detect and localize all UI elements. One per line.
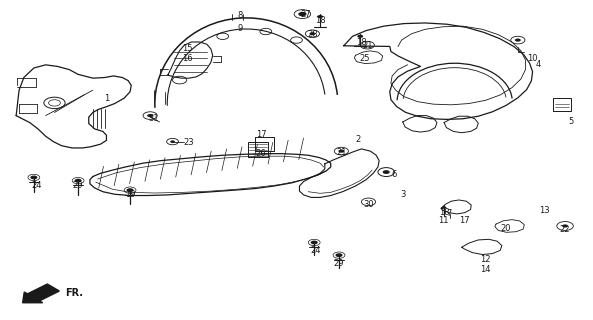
Text: 30: 30 bbox=[364, 200, 374, 209]
Text: 27: 27 bbox=[300, 10, 311, 19]
Circle shape bbox=[317, 15, 323, 18]
Circle shape bbox=[310, 32, 315, 35]
Text: 5: 5 bbox=[568, 117, 573, 126]
Text: 7: 7 bbox=[446, 209, 451, 219]
Text: 29: 29 bbox=[334, 259, 345, 268]
Text: FR.: FR. bbox=[65, 288, 83, 298]
FancyArrow shape bbox=[23, 284, 59, 303]
Text: 25: 25 bbox=[359, 54, 369, 63]
Circle shape bbox=[30, 176, 37, 179]
Text: 18: 18 bbox=[315, 16, 326, 25]
Text: 20: 20 bbox=[500, 224, 511, 233]
Text: 11: 11 bbox=[438, 216, 448, 225]
Text: 15: 15 bbox=[182, 44, 193, 53]
Text: 28: 28 bbox=[307, 30, 318, 39]
Text: 18: 18 bbox=[356, 38, 366, 47]
Text: 21: 21 bbox=[336, 148, 346, 156]
Text: 9: 9 bbox=[238, 24, 243, 33]
Circle shape bbox=[336, 253, 343, 257]
Text: 14: 14 bbox=[480, 265, 490, 274]
Circle shape bbox=[311, 241, 318, 244]
Text: 17: 17 bbox=[460, 216, 470, 225]
Text: 31: 31 bbox=[148, 114, 159, 123]
Text: 24: 24 bbox=[31, 181, 42, 190]
Circle shape bbox=[515, 38, 521, 42]
Circle shape bbox=[442, 206, 447, 209]
Circle shape bbox=[170, 140, 175, 143]
Circle shape bbox=[298, 12, 307, 16]
Text: 13: 13 bbox=[539, 206, 550, 215]
Circle shape bbox=[147, 114, 153, 117]
Circle shape bbox=[382, 170, 390, 174]
Text: 10: 10 bbox=[527, 54, 538, 63]
Circle shape bbox=[358, 35, 363, 38]
Text: 3: 3 bbox=[400, 190, 406, 199]
Circle shape bbox=[75, 179, 82, 182]
Text: 18: 18 bbox=[439, 208, 449, 217]
Text: 4: 4 bbox=[536, 60, 541, 69]
Text: 16: 16 bbox=[182, 54, 193, 63]
Text: 12: 12 bbox=[480, 255, 490, 264]
Text: 17: 17 bbox=[256, 130, 266, 139]
Text: 23: 23 bbox=[184, 138, 195, 147]
Text: 8: 8 bbox=[238, 11, 243, 20]
Circle shape bbox=[339, 149, 345, 153]
Text: 2: 2 bbox=[356, 135, 361, 144]
Text: 6: 6 bbox=[391, 170, 397, 179]
Text: 19: 19 bbox=[125, 190, 135, 199]
Circle shape bbox=[126, 188, 133, 192]
Text: 1: 1 bbox=[104, 94, 109, 103]
Text: 22: 22 bbox=[560, 225, 570, 234]
Circle shape bbox=[562, 224, 568, 228]
Text: 29: 29 bbox=[73, 181, 84, 190]
Text: 26: 26 bbox=[256, 149, 266, 158]
Text: 24: 24 bbox=[310, 246, 321, 255]
Text: 21: 21 bbox=[362, 41, 372, 50]
